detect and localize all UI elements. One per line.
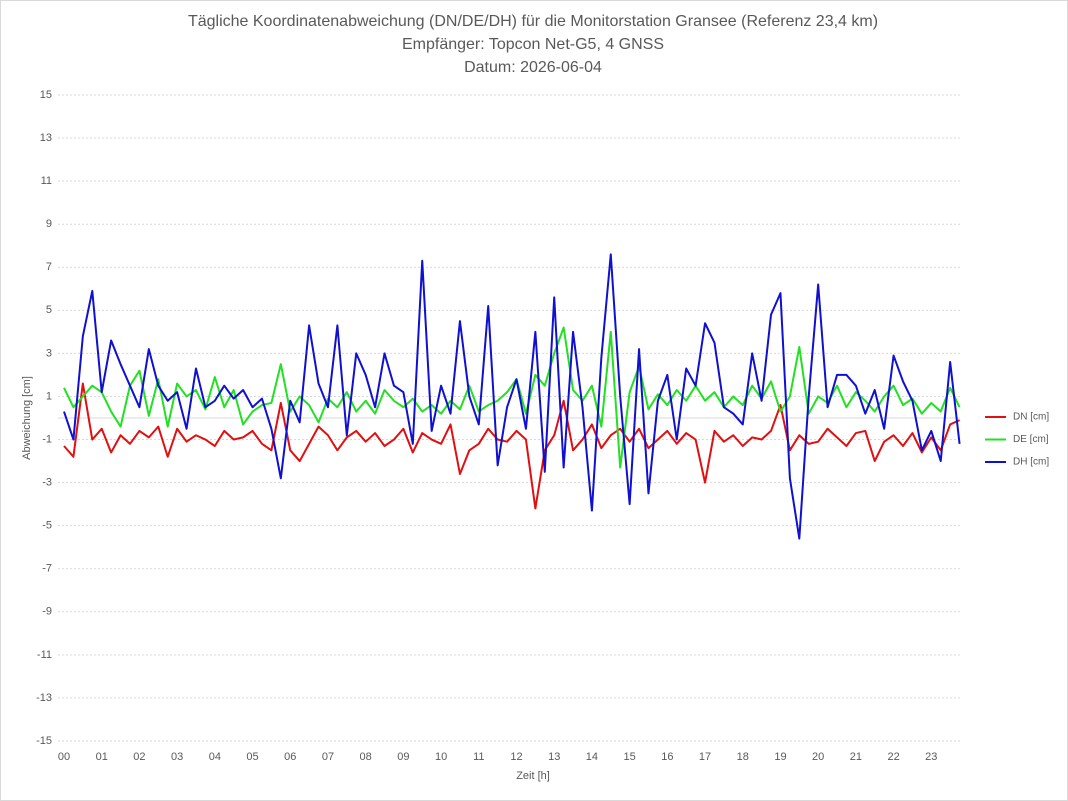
- x-tick-label: 00: [58, 751, 70, 763]
- data-line: [63, 382, 960, 510]
- y-tick-label: 7: [46, 261, 52, 273]
- x-tick-label: 22: [887, 751, 899, 763]
- y-tick-label: 1: [46, 390, 52, 402]
- y-tick-label: 11: [41, 175, 52, 187]
- data-line: [63, 253, 961, 540]
- y-tick-label: -11: [37, 649, 52, 661]
- x-tick-label: 01: [96, 751, 108, 763]
- x-tick-label: 23: [925, 751, 937, 763]
- y-axis-title: Abweichung [cm]: [21, 376, 33, 460]
- chart-date: Datum: 2026-06-04: [464, 59, 602, 76]
- x-tick-label: 06: [284, 751, 296, 763]
- chart-title: Tägliche Koordinatenabweichung (DN/DE/DH…: [188, 13, 878, 30]
- x-tick-label: 19: [774, 751, 786, 763]
- chart-subtitle: Empfänger: Topcon Net-G5, 4 GNSS: [402, 36, 664, 53]
- legend-label: DE [cm]: [1013, 434, 1049, 445]
- y-tick-label: 3: [46, 347, 52, 359]
- x-tick-label: 10: [435, 751, 447, 763]
- legend-label: DN [cm]: [1013, 412, 1049, 423]
- x-tick-label: 04: [209, 751, 221, 763]
- y-tick-label: -13: [36, 692, 52, 704]
- y-tick-label: 15: [40, 89, 52, 101]
- x-tick-label: 17: [699, 751, 711, 763]
- y-tick-label: 13: [40, 132, 52, 144]
- x-tick-label: 15: [624, 751, 636, 763]
- x-tick-label: 21: [850, 751, 862, 763]
- x-tick-label: 16: [661, 751, 673, 763]
- x-tick-label: 18: [737, 751, 749, 763]
- x-axis-title: Zeit [h]: [516, 770, 550, 782]
- x-tick-label: 05: [246, 751, 258, 763]
- y-tick-label: -3: [42, 477, 52, 489]
- y-tick-label: -1: [42, 433, 52, 445]
- y-tick-label: -15: [36, 735, 52, 747]
- y-tick-label: 5: [46, 304, 52, 316]
- legend-label: DH [cm]: [1013, 457, 1049, 468]
- x-tick-label: 20: [812, 751, 824, 763]
- x-tick-label: 11: [473, 751, 484, 763]
- x-tick-label: 07: [322, 751, 334, 763]
- x-tick-label: 02: [133, 751, 145, 763]
- x-tick-label: 13: [548, 751, 560, 763]
- y-tick-label: -7: [42, 563, 52, 575]
- x-tick-label: 03: [171, 751, 183, 763]
- y-tick-label: 9: [46, 218, 52, 230]
- data-line: [63, 326, 961, 469]
- x-tick-label: 09: [397, 751, 409, 763]
- x-tick-label: 12: [510, 751, 522, 763]
- y-tick-label: -9: [42, 606, 52, 618]
- y-tick-label: -5: [42, 520, 52, 532]
- x-tick-label: 08: [360, 751, 372, 763]
- x-tick-label: 14: [586, 751, 598, 763]
